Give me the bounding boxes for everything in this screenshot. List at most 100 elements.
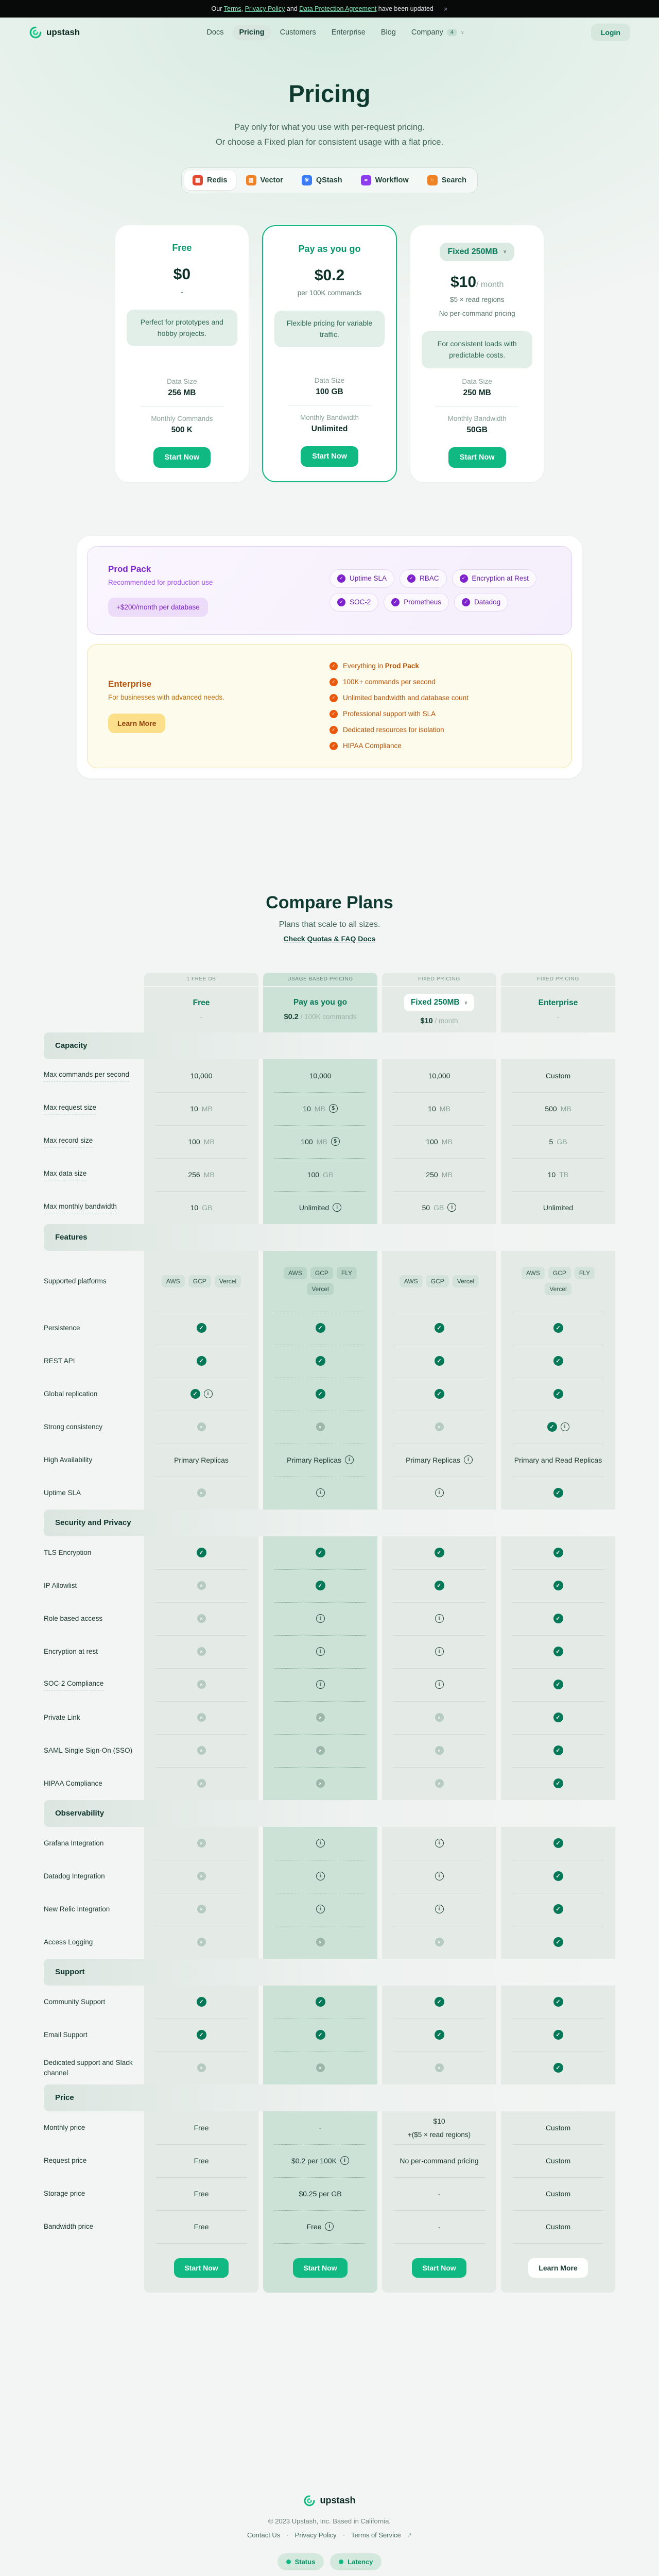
- start-now-button[interactable]: Start Now: [412, 2258, 466, 2278]
- enterprise-box: Enterprise For businesses with advanced …: [87, 643, 572, 768]
- section-title: Price: [55, 2093, 74, 2103]
- x-icon: ×: [197, 1839, 206, 1848]
- table-row: SOC-2 Compliance × i i ✓: [44, 1668, 615, 1701]
- plan-stats: Data Size 250 MB Monthly Bandwidth 50GB: [422, 368, 532, 435]
- dollar-icon: $: [331, 1137, 340, 1146]
- check-icon: ✓: [330, 677, 338, 686]
- check-icon: ✓: [330, 725, 338, 734]
- plan-description: Flexible pricing for variable traffic.: [274, 311, 385, 348]
- tab-vector[interactable]: ▨ Vector: [238, 171, 291, 190]
- prod-pack-features: ✓ Uptime SLA ✓ RBAC ✓ Encryption at Rest ✓ SOC-…: [330, 569, 551, 612]
- check-icon: ✓: [459, 574, 468, 583]
- table-cell: i: [382, 1859, 496, 1893]
- prod-pack-price-badge: +$200/month per database: [108, 597, 208, 617]
- tab-search[interactable]: ○ Search: [419, 171, 475, 190]
- start-now-button[interactable]: Start Now: [301, 446, 358, 467]
- latency-pill[interactable]: Latency: [330, 2553, 382, 2570]
- check-icon: ✓: [315, 2030, 325, 2040]
- start-now-button[interactable]: Start Now: [293, 2258, 348, 2278]
- table-cell: ✓: [501, 1767, 615, 1800]
- table-cell: 10 MB: [144, 1092, 258, 1125]
- cell-value: Free: [306, 2222, 322, 2231]
- terms-link[interactable]: Terms: [223, 5, 241, 12]
- cell-unit: MB: [314, 1104, 325, 1113]
- plan-price-value: $0.2: [314, 266, 345, 284]
- x-icon: ×: [316, 1713, 325, 1722]
- nav-item-pricing[interactable]: Pricing: [232, 25, 271, 40]
- row-label-text[interactable]: Max commands per second: [44, 1070, 129, 1081]
- stat-value: 100 GB: [316, 387, 343, 396]
- status-pill[interactable]: Status: [277, 2553, 324, 2570]
- nav-item-blog[interactable]: Blog: [374, 25, 403, 40]
- dollar-icon: $: [328, 1104, 338, 1113]
- check-icon: ✓: [462, 598, 471, 606]
- row-label-ip-allowlist: IP Allowlist: [44, 1569, 140, 1602]
- feature-text-bold: Prod Pack: [385, 662, 419, 670]
- tab-qstash[interactable]: ✳ QStash: [293, 171, 351, 190]
- cell-value: Unlimited: [543, 1203, 574, 1212]
- packs-container: Prod Pack Recommended for production use…: [77, 535, 582, 778]
- privacy-policy-link[interactable]: Privacy Policy: [245, 5, 285, 12]
- row-label-hipaa-compliance: HIPAA Compliance: [44, 1767, 140, 1800]
- footer-link-privacy-policy[interactable]: Privacy Policy: [294, 2531, 337, 2539]
- start-now-button[interactable]: Start Now: [153, 447, 211, 468]
- plan-card-free: Free $0 - Perfect for prototypes and hobby …: [115, 225, 249, 482]
- footer-link-contact-us[interactable]: Contact Us: [247, 2531, 281, 2539]
- nav-item-enterprise[interactable]: Enterprise: [325, 25, 372, 40]
- learn-more-button[interactable]: Learn More: [528, 2258, 588, 2278]
- tab-redis[interactable]: ▦ Redis: [184, 170, 236, 190]
- start-now-button[interactable]: Start Now: [174, 2258, 229, 2278]
- table-cell: Start Now: [263, 2243, 377, 2293]
- close-icon[interactable]: ×: [443, 5, 448, 13]
- x-icon: ×: [316, 1422, 325, 1432]
- enterprise-learn-more-button[interactable]: Learn More: [108, 713, 166, 733]
- pill-label: Status: [294, 2557, 316, 2566]
- row-label-text[interactable]: Max data size: [44, 1168, 87, 1180]
- footer-logo[interactable]: upstash: [0, 2495, 659, 2507]
- table-row: TLS Encryption ✓ ✓ ✓ ✓: [44, 1536, 615, 1569]
- column-tag: USAGE BASED PRICING: [263, 972, 377, 986]
- feature-text: HIPAA Compliance: [343, 742, 402, 750]
- cell-unit: GB: [557, 1137, 567, 1146]
- stat-value: 500 K: [171, 425, 193, 434]
- check-icon: ✓: [553, 1647, 563, 1657]
- fixed-plan-dropdown[interactable]: Fixed 250MB ∨: [404, 994, 475, 1012]
- upstash-logo[interactable]: upstash: [29, 26, 80, 39]
- footer-link-terms-of-service[interactable]: Terms of Service: [351, 2531, 401, 2539]
- dpa-link[interactable]: Data Protection Agreement: [299, 5, 377, 12]
- table-cell: ✓: [382, 1536, 496, 1569]
- table-cell: ✓: [501, 1892, 615, 1926]
- prod-pack-feature-uptime-sla: ✓ Uptime SLA: [330, 569, 395, 588]
- plan-price-rest: / month: [432, 1017, 458, 1025]
- login-button[interactable]: Login: [591, 24, 630, 41]
- row-label-text[interactable]: Max request size: [44, 1103, 97, 1114]
- plan-stat: Monthly Bandwidth 50GB: [422, 415, 532, 435]
- start-now-button[interactable]: Start Now: [448, 447, 506, 468]
- feature-text: Professional support with SLA: [343, 710, 436, 718]
- nav-item-customers[interactable]: Customers: [273, 25, 323, 40]
- row-label-text[interactable]: Max monthly bandwidth: [44, 1201, 117, 1213]
- nav-item-docs[interactable]: Docs: [200, 25, 230, 40]
- row-label-text[interactable]: Max record size: [44, 1136, 93, 1147]
- table-cell: ×: [144, 1892, 258, 1926]
- cell-value: Primary Replicas: [174, 1455, 229, 1464]
- nav-item-company[interactable]: Company 4 ∨: [405, 25, 471, 40]
- row-label-text[interactable]: SOC-2 Compliance: [44, 1679, 104, 1690]
- plan-size-selector[interactable]: Fixed 250MB ∨: [440, 242, 514, 261]
- plan-stat: Data Size 250 MB: [422, 378, 532, 398]
- tab-workflow[interactable]: ≈ Workflow: [353, 171, 417, 190]
- table-row: Persistence ✓ ✓ ✓ ✓: [44, 1311, 615, 1345]
- table-cell: ✓: [382, 1569, 496, 1602]
- cell-unit: MB: [201, 1104, 213, 1113]
- x-icon: ×: [316, 1779, 325, 1788]
- x-icon: ×: [197, 1488, 206, 1498]
- compare-table: 1 FREE DB USAGE BASED PRICING FIXED PRICIN…: [44, 972, 615, 2293]
- upstash-logo-icon: [304, 2495, 315, 2506]
- check-icon: ✓: [196, 1323, 206, 1333]
- cell-value: 10: [190, 1203, 199, 1212]
- quotas-faq-link[interactable]: Check Quotas & FAQ Docs: [283, 934, 376, 943]
- check-icon: ✓: [196, 1548, 206, 1558]
- check-icon: ✓: [337, 574, 345, 583]
- nav-item-label: Blog: [380, 28, 396, 37]
- info-icon: i: [316, 1872, 325, 1881]
